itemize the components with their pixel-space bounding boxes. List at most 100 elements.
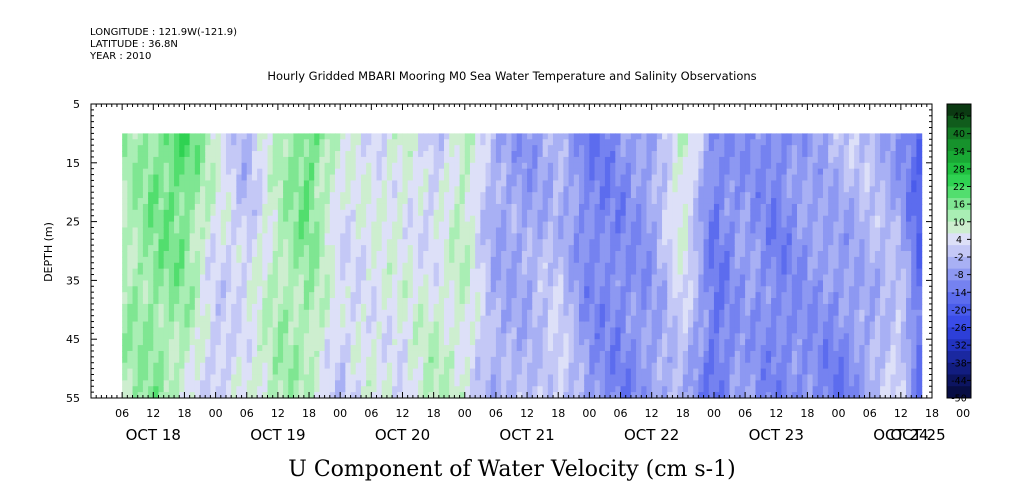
heat-cell [407,362,414,370]
heat-cell [283,327,289,334]
heat-cell [511,133,518,140]
heat-cell [386,309,393,317]
heat-cell [288,151,295,158]
heat-cell [132,274,139,281]
heat-cell [537,162,544,170]
heat-cell [620,251,627,258]
heat-cell [350,233,357,240]
heat-cell [662,380,668,387]
heat-cell [366,151,372,158]
heat-cell [630,333,637,340]
heat-cell [251,315,258,323]
heat-cell [360,262,367,270]
heat-cell [568,268,575,276]
heat-cell [677,174,684,182]
heat-cell [490,286,497,293]
heat-cell [142,156,149,164]
heat-cell [303,151,310,158]
heat-cell [329,268,336,276]
heat-cell [568,186,575,193]
heat-cell [423,262,430,270]
heat-cell [127,303,134,311]
heat-cell [501,221,507,229]
heat-cell [568,303,575,311]
heat-cell [433,345,440,352]
heat-cell [345,139,352,146]
heat-cell [542,256,549,264]
heat-cell [251,339,258,346]
heat-cell [682,162,689,170]
heat-cell [532,180,539,187]
heat-cell [142,386,149,393]
heat-cell [371,209,378,217]
heat-cell [495,262,502,270]
heat-cell [142,203,149,211]
heat-cell [542,315,549,323]
heat-cell [444,356,450,364]
heat-cell [454,233,461,240]
heat-cell [511,321,518,329]
heat-cell [682,350,689,358]
heat-cell [412,151,419,158]
heat-cell [257,233,263,240]
heat-cell [225,168,232,176]
heat-cell [137,262,144,270]
heat-cell [662,198,668,205]
heat-cell [646,256,653,264]
heat-cell [189,362,196,370]
heat-cell [392,339,398,346]
heat-cell [558,145,565,152]
heat-cell [283,362,289,370]
heat-cell [329,239,336,246]
heat-cell [200,303,206,311]
heat-cell [392,227,398,234]
heat-cell [132,374,139,381]
heat-cell [309,280,315,287]
heat-cell [625,203,632,211]
heat-cell [412,186,419,193]
heat-cell [366,292,372,299]
heat-cell [495,251,502,258]
heat-cell [573,133,580,140]
heat-cell [142,145,149,152]
heat-cell [371,227,378,234]
heat-cell [599,321,606,329]
heat-cell [594,186,601,193]
heat-cell [329,209,336,217]
heat-cell [630,151,637,158]
heat-cell [241,198,248,205]
heat-cell [651,168,658,176]
heat-cell [615,280,622,287]
heat-cell [334,350,341,358]
heat-cell [392,356,398,364]
heat-cell [137,298,144,305]
heat-cell [433,374,440,381]
heat-cell [329,198,336,205]
heat-cell [412,133,419,140]
heat-cell [319,245,326,252]
heat-cell [267,280,274,287]
heat-cell [153,380,160,387]
heat-cell [142,368,149,376]
heat-cell [303,339,310,346]
heat-cell [485,156,492,164]
heat-cell [688,392,694,399]
heat-cell [210,198,217,205]
heat-cell [329,215,336,223]
heat-cell [236,221,243,229]
heat-cell [174,133,180,140]
heat-cell [246,362,253,370]
heat-cell [303,209,310,217]
heat-cell [454,280,461,287]
heat-cell [355,209,362,217]
heat-cell [277,345,284,352]
heat-cell [168,251,175,258]
heat-cell [283,292,289,299]
heat-cell [314,268,321,276]
heat-cell [677,186,684,193]
heat-cell [662,392,668,399]
heat-cell [267,321,274,329]
heat-cell [137,133,144,140]
heat-cell [469,151,476,158]
heat-cell [553,192,559,199]
